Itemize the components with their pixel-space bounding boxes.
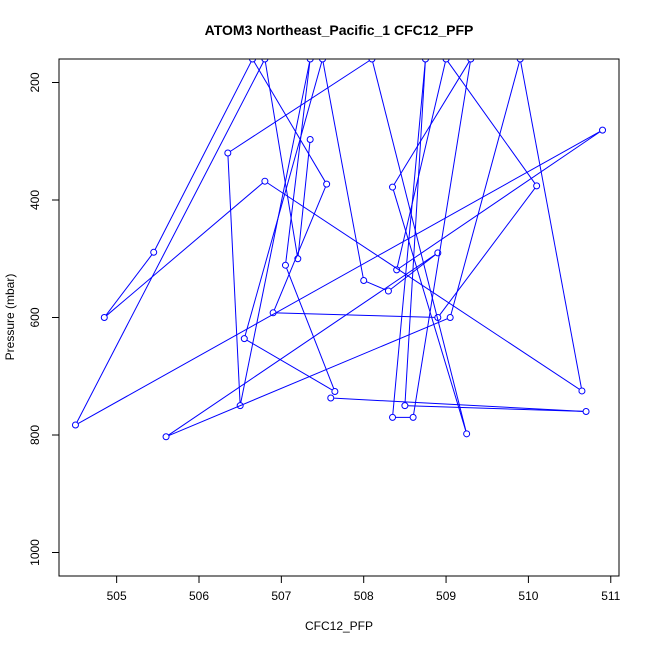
series-segment [76,61,264,423]
series-segment [168,318,448,437]
series-segment [246,339,333,391]
series-segment [520,61,582,389]
data-point [236,402,244,410]
x-axis: 505 506 507 508 509 510 511 [107,576,621,603]
x-tick-label: 511 [601,589,620,603]
data-point [261,177,269,185]
x-tick-label: 510 [518,589,538,603]
series-segment [450,61,520,315]
data-point [249,59,257,63]
series-segment [227,155,241,403]
y-tick-label: 600 [28,307,42,327]
x-tick-label: 507 [271,589,291,603]
data-point [306,135,314,143]
data-point [281,261,289,269]
data-point [323,180,331,188]
series-segment [413,61,471,415]
series-segment [407,405,584,412]
series-segment [105,254,153,316]
y-axis-label: Pressure (mbar) [3,274,17,361]
data-point [533,182,541,190]
data-point [582,408,590,415]
data-point [360,276,368,284]
data-point [150,248,158,256]
series-segment [439,187,536,316]
x-tick-label: 508 [354,589,374,603]
series-segment [404,61,426,403]
data-point [389,183,397,191]
x-tick-label: 509 [436,589,456,603]
series-segment [366,281,386,291]
data-point [467,59,475,63]
data-point [599,126,607,134]
series-segment [286,267,335,389]
data-point [100,314,108,321]
x-tick-label: 505 [107,589,127,603]
y-tick-label: 800 [28,425,42,445]
series-segment [285,61,311,263]
series-segment [230,60,370,152]
data-point [331,388,339,396]
data-point [463,430,471,438]
series-segment [253,61,326,182]
data-point [389,413,397,421]
data-point [409,413,417,421]
data-point [442,59,450,63]
series-segment [276,312,435,318]
data-point [434,314,442,321]
series-segment [77,131,601,424]
plot-area [71,59,607,441]
data-point [294,255,302,263]
series-segment [396,61,446,268]
data-point [368,59,376,63]
data-point [306,59,314,63]
data-point [224,149,232,157]
series-segment [106,182,263,316]
data-point [261,59,269,63]
data-point [319,59,327,63]
series-segment [372,61,467,432]
series-segment [392,189,467,432]
y-tick-label: 1000 [28,539,42,566]
x-axis-label: CFC12_PFP [305,619,373,633]
data-point [578,387,586,395]
series-segment [322,61,364,278]
y-tick-label: 200 [28,72,42,92]
series-segment [297,142,311,256]
series-segment [168,254,436,436]
data-point [393,266,401,274]
x-tick-label: 506 [189,589,209,603]
data-point [327,394,335,402]
series-segment [398,131,601,269]
series-segment [154,61,252,250]
data-point [162,433,170,441]
series-segment [264,61,298,256]
data-point [421,59,429,63]
chart-title: ATOM3 Northeast_Pacific_1 CFC12_PFP [205,22,474,38]
series-segment [447,61,536,184]
data-point [240,335,248,343]
data-point [434,249,442,257]
series-segment [240,61,311,403]
series-segment [267,182,580,390]
y-axis: 200 400 600 800 1000 [28,72,59,566]
series-segment [244,61,323,336]
series-segment [393,61,470,185]
data-point [401,402,409,410]
data-point [446,314,454,321]
data-point [71,421,79,429]
series-segment [390,254,436,290]
data-point [384,287,392,295]
y-tick-label: 400 [28,190,42,210]
data-point [269,309,277,317]
data-point [516,59,524,63]
series-segment [273,186,326,311]
